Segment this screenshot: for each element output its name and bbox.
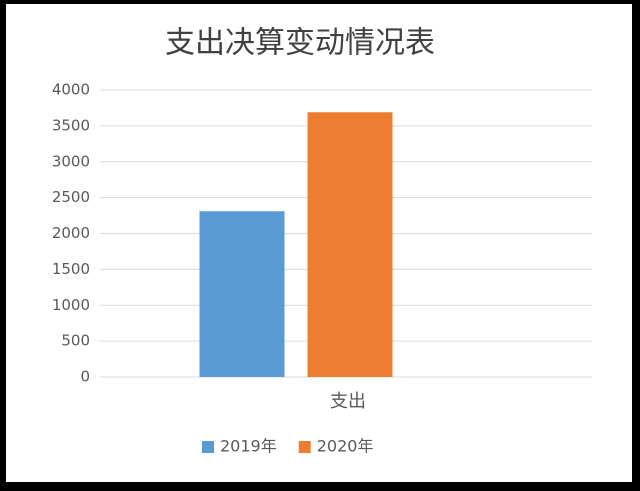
y-tick-label: 500 [61, 332, 90, 350]
y-tick-label: 2000 [52, 224, 90, 242]
legend-swatch [298, 441, 311, 453]
legend-label: 2020年 [317, 437, 374, 456]
y-tick-label: 3500 [52, 116, 90, 134]
y-tick-label: 0 [80, 368, 90, 386]
bar [199, 211, 285, 377]
chart-title: 支出决算变动情况表 [165, 26, 435, 61]
y-tick-label: 1000 [52, 296, 90, 314]
y-tick-label: 3000 [52, 152, 90, 170]
y-tick-label: 1500 [52, 260, 90, 278]
x-tick-label: 支出 [330, 391, 366, 412]
y-tick-label: 2500 [52, 188, 90, 206]
legend-swatch [202, 441, 214, 453]
y-tick-label: 4000 [52, 81, 90, 99]
legend-label: 2019年 [220, 437, 277, 456]
bar [307, 112, 393, 378]
